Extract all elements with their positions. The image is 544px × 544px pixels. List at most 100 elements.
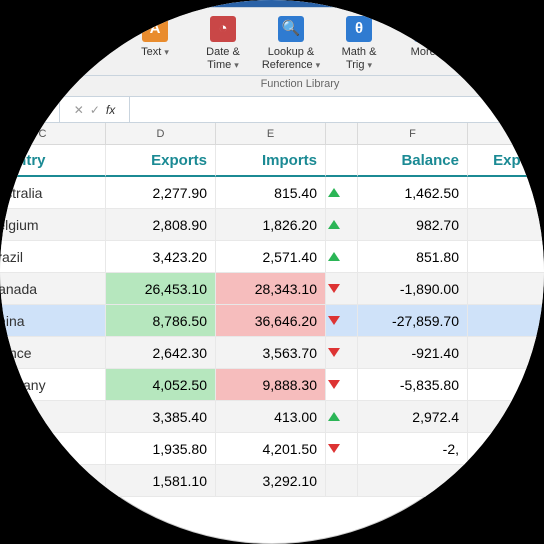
cell-imports[interactable]: 9,888.30 [216,369,326,401]
col-header-ind[interactable] [326,123,358,145]
triangle-up-icon [328,252,340,261]
header-exports-2[interactable]: Exports [468,145,544,177]
header-exports[interactable]: Exports [106,145,216,177]
cell-indicator[interactable] [326,433,358,465]
cell-indicator[interactable] [326,337,358,369]
cell-country[interactable]: Brazil [0,241,106,273]
cell-exports-2[interactable] [468,401,544,433]
cell-exports[interactable]: 26,453.10 [106,273,216,305]
cell-country[interactable]: g Kong [0,401,106,433]
cell-balance[interactable]: -1,890.00 [358,273,468,305]
cell-exports[interactable]: 2,277.90 [106,177,216,209]
cell-country[interactable]: Belgium [0,209,106,241]
ribbon-btn-lookup-reference[interactable]: 🔍Lookup &Reference ▾ [258,14,324,73]
cell-exports[interactable]: 3,423.20 [106,241,216,273]
cell-country[interactable]: Canada [0,273,106,305]
ribbon-btn-date-time[interactable]: ◔Date &Time ▾ [190,14,256,73]
header-country[interactable]: Country [0,145,106,177]
cell-imports[interactable]: 36,646.20 [216,305,326,337]
name-manager-icon: ▭ [493,16,519,42]
cell-indicator[interactable] [326,241,358,273]
cell-exports-2[interactable] [468,433,544,465]
ribbon-btn-more[interactable]: ⋯More ▾ [394,14,460,73]
spreadsheet-viewport: Formulas Data Review Prot... $inancial ▾… [0,0,544,544]
cell-exports-2[interactable] [468,209,544,241]
header-imports[interactable]: Imports [216,145,326,177]
cell-balance[interactable]: -921.40 [358,337,468,369]
confirm-icon[interactable]: ✓ [90,103,100,117]
cell-indicator[interactable] [326,369,358,401]
col-header-f[interactable]: F [358,123,468,145]
cell-indicator[interactable] [326,305,358,337]
ribbon-btn-math-trig[interactable]: θMath &Trig ▾ [326,14,392,73]
cell-balance[interactable]: 851.80 [358,241,468,273]
cell-exports[interactable]: 8,786.50 [106,305,216,337]
ribbon-btn-logical[interactable]: ?Logical ▾ [54,14,120,73]
header-balance[interactable]: Balance [358,145,468,177]
cell-imports[interactable]: 3,563.70 [216,337,326,369]
cell-imports[interactable]: 4,201.50 [216,433,326,465]
tab-protect[interactable]: Prot... [281,0,341,7]
cell-balance[interactable] [358,465,468,497]
ribbon-icon: ⋯ [414,16,440,42]
cell-exports[interactable]: 4,052.50 [106,369,216,401]
fx-icon[interactable]: fx [106,103,115,117]
cell-exports[interactable]: 2,642.30 [106,337,216,369]
col-header-d[interactable]: D [106,123,216,145]
ribbon-icon: $ [6,16,32,42]
cell-indicator[interactable] [326,401,358,433]
col-header-c[interactable]: C [0,123,106,145]
cell-indicator[interactable] [326,177,358,209]
cell-exports[interactable]: 3,385.40 [106,401,216,433]
ribbon-label: Lookup &Reference ▾ [258,46,324,71]
cell-exports-2[interactable] [468,273,544,305]
cell-balance[interactable]: -27,859.70 [358,305,468,337]
cell-country[interactable]: France [0,337,106,369]
cell-balance[interactable]: -2, [358,433,468,465]
cell-imports[interactable]: 3,292.10 [216,465,326,497]
cell-balance[interactable]: 1,462.50 [358,177,468,209]
tab-formulas[interactable]: Formulas [80,0,160,7]
cell-country[interactable] [0,465,106,497]
cell-exports-2[interactable] [468,305,544,337]
formula-input[interactable] [130,97,544,122]
cell-indicator[interactable] [326,465,358,497]
cell-exports-2[interactable] [468,465,544,497]
cell-balance[interactable]: -5,835.80 [358,369,468,401]
name-box[interactable]: ▾ [0,97,60,122]
cell-exports-2[interactable] [468,337,544,369]
tab-data[interactable]: Data [160,0,213,7]
ribbon-btn-inancial[interactable]: $inancial ▾ [0,14,52,73]
cell-exports[interactable]: 2,808.90 [106,209,216,241]
cell-imports[interactable]: 2,571.40 [216,241,326,273]
cell-country[interactable] [0,433,106,465]
tab-review[interactable]: Review [213,0,280,7]
col-header-e[interactable]: E [216,123,326,145]
cell-exports-2[interactable] [468,177,544,209]
cell-balance[interactable]: 2,972.4 [358,401,468,433]
ribbon-icon: A [142,16,168,42]
cell-indicator[interactable] [326,273,358,305]
cell-exports[interactable]: 1,935.80 [106,433,216,465]
cell-imports[interactable]: 28,343.10 [216,273,326,305]
triangle-down-icon [328,284,340,293]
cell-balance[interactable]: 982.70 [358,209,468,241]
header-ind[interactable] [326,145,358,177]
triangle-up-icon [328,188,340,197]
cell-country[interactable]: Australia [0,177,106,209]
col-header-g[interactable] [468,123,544,145]
ribbon-btn-text[interactable]: AText ▾ [122,14,188,73]
cell-exports[interactable]: 1,581.10 [106,465,216,497]
cell-imports[interactable]: 815.40 [216,177,326,209]
sheet-grid[interactable]: ACDEF5CountryExportsImportsBalanceExport… [0,123,544,497]
ribbon-btn-name-manager[interactable]: ▭NamManag [473,14,539,73]
cell-indicator[interactable] [326,209,358,241]
cell-exports-2[interactable] [468,241,544,273]
cell-imports[interactable]: 413.00 [216,401,326,433]
cell-country[interactable]: China [0,305,106,337]
cell-exports-2[interactable] [468,369,544,401]
cell-country[interactable]: Germany [0,369,106,401]
ribbon-icon: ? [74,16,100,42]
cell-imports[interactable]: 1,826.20 [216,209,326,241]
cancel-icon[interactable]: ✕ [74,103,84,117]
